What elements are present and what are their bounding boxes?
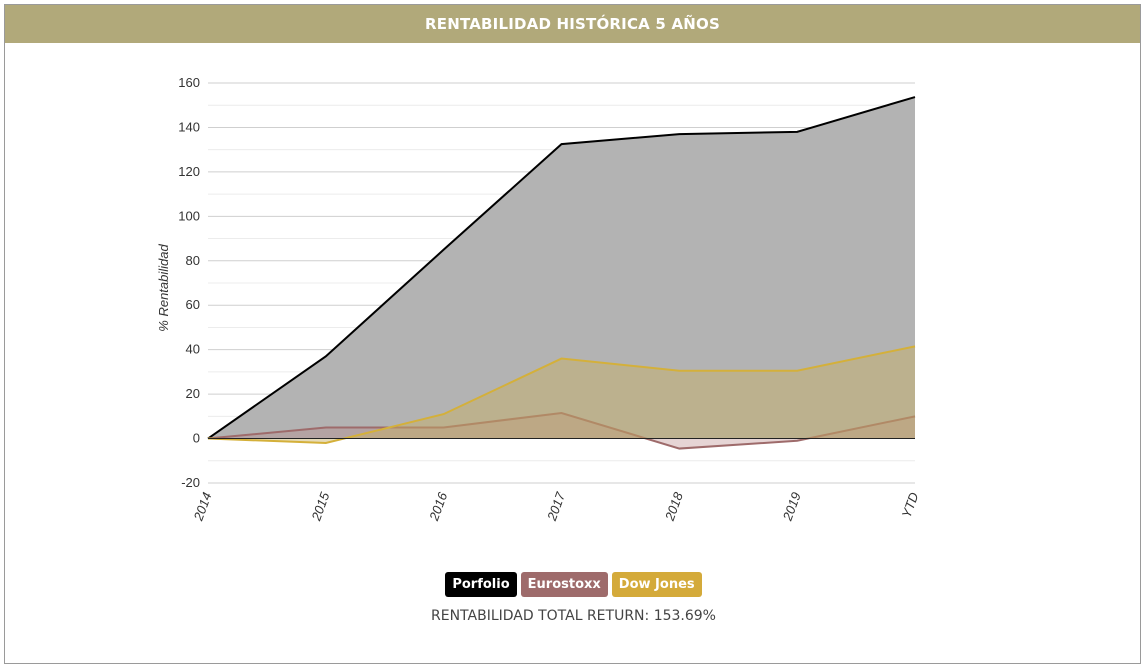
y-tick-label: 20 <box>186 386 200 401</box>
legend-item-eurostoxx[interactable]: Eurostoxx <box>520 572 608 597</box>
x-tick-label: 2016 <box>426 490 451 524</box>
y-tick-label: 0 <box>193 431 200 446</box>
y-tick-label: 160 <box>178 75 200 90</box>
y-tick-label: -20 <box>181 475 200 490</box>
area-eurostoxx <box>208 413 915 449</box>
chart-legend: Porfolio Eurostoxx Dow Jones <box>5 572 1142 597</box>
series-line-eurostoxx <box>207 411 916 450</box>
total-return-text: RENTABILIDAD TOTAL RETURN: 153.69% <box>431 608 716 624</box>
area-porfolio <box>208 97 915 439</box>
x-tick-label: 2015 <box>308 490 333 524</box>
y-tick-label: 80 <box>186 253 200 268</box>
x-tick-label: 2014 <box>190 490 214 523</box>
chart-panel: RENTABILIDAD HISTÓRICA 5 AÑOS -20 0 20 40 60… <box>4 4 1141 664</box>
y-axis-label: % Rentabilidad <box>156 244 171 332</box>
series-line-dow-jones <box>207 345 916 445</box>
y-tick-label: 100 <box>178 208 200 223</box>
chart-title: RENTABILIDAD HISTÓRICA 5 AÑOS <box>425 15 720 33</box>
x-tick-label: 2017 <box>544 490 569 524</box>
area-dow-jones <box>208 346 915 443</box>
y-tick-label: 60 <box>186 297 200 312</box>
chart-header: RENTABILIDAD HISTÓRICA 5 AÑOS <box>5 5 1140 43</box>
legend-item-dow-jones[interactable]: Dow Jones <box>611 572 702 597</box>
x-tick-label: 2019 <box>779 490 803 523</box>
series-line-porfolio <box>207 96 916 440</box>
y-tick-label: 120 <box>178 164 200 179</box>
x-tick-label: 2018 <box>662 490 687 524</box>
legend-item-porfolio[interactable]: Porfolio <box>445 572 517 597</box>
area-chart: -20 0 20 40 60 80 100 120 140 160 % Rentabilidad 20… <box>156 75 922 524</box>
y-tick-label: 40 <box>186 342 200 357</box>
x-tick-label: YTD <box>899 490 922 520</box>
y-tick-label: 140 <box>178 119 200 134</box>
